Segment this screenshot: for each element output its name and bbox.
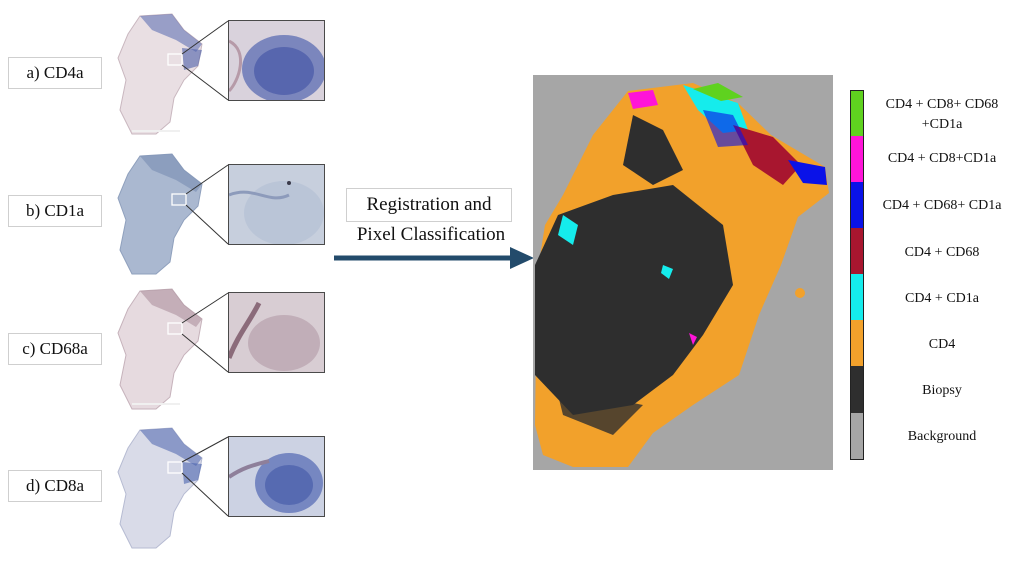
legend-swatch-cd4: [850, 320, 864, 366]
process-label-box: Registration and: [346, 188, 512, 222]
slide-thumbnail-cd1a: [112, 150, 212, 278]
zoom-inset-cd4a: [228, 20, 325, 101]
legend-label-biopsy: Biopsy: [922, 383, 962, 398]
stain-label-cd8a: d) CD8a: [8, 470, 102, 502]
slide-thumbnail-cd8a: [112, 424, 212, 552]
legend-label-cd4-cd68: CD4 + CD68: [904, 245, 980, 260]
legend-swatch-cd4-cd68-cd1a: [850, 182, 864, 228]
stain-label-cd68a: c) CD68a: [8, 333, 102, 365]
legend-swatch-cd4-cd8-cd68-cd1a: [850, 90, 864, 136]
legend-label-cd4-cd1a: CD4 + CD1a: [904, 291, 979, 306]
legend-label-cd4-cd8-cd1a: CD4 + CD8+CD1a: [887, 151, 997, 166]
legend-label-cd4-cd68-cd1a: CD4 + CD68+ CD1a: [882, 198, 1002, 213]
pixel-classification-map: [533, 75, 833, 470]
legend-swatch-biopsy: [850, 366, 864, 413]
stain-label-cd1a: b) CD1a: [8, 195, 102, 227]
zoom-inset-cd8a: [228, 436, 325, 517]
process-arrow: [334, 247, 534, 269]
legend-bar-border: [850, 90, 864, 460]
process-label-line2: Pixel Classification: [356, 224, 506, 245]
legend-swatch-background: [850, 413, 864, 460]
legend-label-background: Background: [907, 429, 977, 444]
legend-swatch-cd4-cd1a: [850, 274, 864, 320]
process-label-line1: Registration and: [366, 194, 492, 215]
legend-swatch-cd4-cd68: [850, 228, 864, 274]
slide-thumbnail-cd68a: [112, 285, 212, 413]
legend-label-cd4: CD4: [928, 337, 956, 352]
legend-swatch-cd4-cd8-cd1a: [850, 136, 864, 182]
zoom-inset-cd1a: [228, 164, 325, 245]
zoom-inset-cd68a: [228, 292, 325, 373]
legend-label-cd4-cd8-cd68-cd1a: CD4 + CD8+ CD68 +CD1a: [885, 97, 999, 132]
slide-thumbnail-cd4a: [112, 10, 212, 138]
stain-label-cd4a: a) CD4a: [8, 57, 102, 89]
